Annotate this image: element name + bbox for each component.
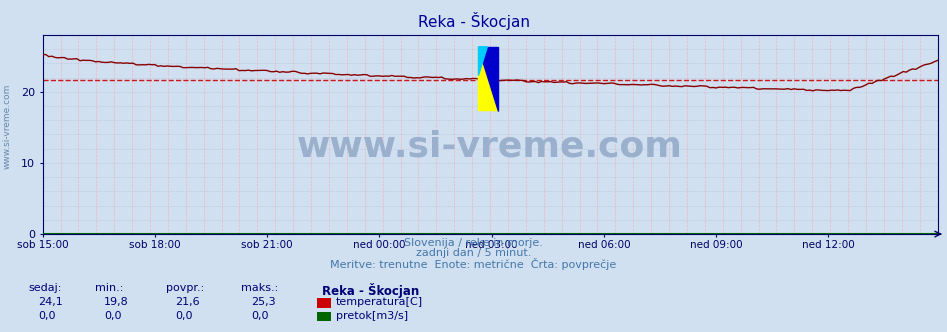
Polygon shape bbox=[478, 47, 498, 111]
Text: 24,1: 24,1 bbox=[38, 297, 63, 307]
Text: 0,0: 0,0 bbox=[175, 311, 192, 321]
Text: povpr.:: povpr.: bbox=[166, 283, 204, 293]
Text: maks.:: maks.: bbox=[241, 283, 278, 293]
Text: Reka - Škocjan: Reka - Škocjan bbox=[322, 283, 420, 298]
Text: www.si-vreme.com: www.si-vreme.com bbox=[3, 83, 12, 169]
Text: 25,3: 25,3 bbox=[251, 297, 276, 307]
Text: www.si-vreme.com: www.si-vreme.com bbox=[297, 129, 683, 163]
Text: Reka - Škocjan: Reka - Škocjan bbox=[418, 12, 529, 30]
Text: 0,0: 0,0 bbox=[251, 311, 268, 321]
Text: 19,8: 19,8 bbox=[104, 297, 129, 307]
Text: temperatura[C]: temperatura[C] bbox=[336, 297, 423, 307]
Polygon shape bbox=[478, 47, 498, 111]
Polygon shape bbox=[478, 47, 488, 75]
Text: zadnji dan / 5 minut.: zadnji dan / 5 minut. bbox=[416, 248, 531, 258]
Text: 0,0: 0,0 bbox=[38, 311, 55, 321]
Text: sedaj:: sedaj: bbox=[28, 283, 62, 293]
Text: Meritve: trenutne  Enote: metrične  Črta: povprečje: Meritve: trenutne Enote: metrične Črta: … bbox=[331, 258, 616, 270]
Text: 0,0: 0,0 bbox=[104, 311, 121, 321]
Text: Slovenija / reke in morje.: Slovenija / reke in morje. bbox=[404, 238, 543, 248]
Text: min.:: min.: bbox=[95, 283, 123, 293]
Text: 21,6: 21,6 bbox=[175, 297, 200, 307]
Text: pretok[m3/s]: pretok[m3/s] bbox=[336, 311, 408, 321]
